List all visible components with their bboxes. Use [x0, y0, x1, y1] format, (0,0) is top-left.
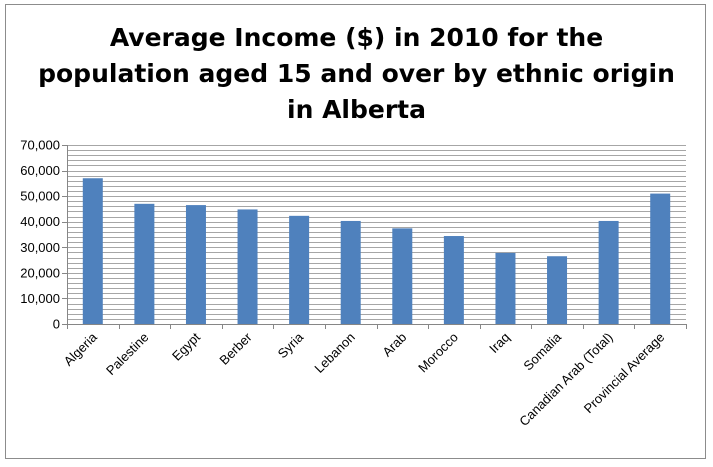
bar-morocco: [443, 236, 464, 324]
y-tick-label: 70,000: [20, 138, 60, 153]
x-tick-label: Algeria: [61, 329, 101, 369]
y-tick-label: 60,000: [20, 163, 60, 178]
bars: [82, 178, 671, 324]
y-tick-label: 20,000: [20, 265, 60, 280]
bar-canadian-arab-total: [598, 220, 619, 324]
x-tick-label: Arab: [379, 330, 409, 360]
bar-algeria: [82, 178, 103, 324]
chart-title-line-3: in Alberta: [287, 95, 426, 124]
x-tick-label: Canadian Arab (Total): [516, 330, 616, 430]
x-axis-tick-labels: Algeria Palestine Egypt Berber Syria Lebanon A…: [61, 329, 668, 429]
y-tick-label: 10,000: [20, 291, 60, 306]
y-tick-label: 50,000: [20, 189, 60, 204]
bar-arab: [392, 228, 413, 324]
chart-title-line-2: population aged 15 and over by ethnic or…: [38, 59, 675, 88]
x-tick-label: Lebanon: [311, 330, 357, 376]
bar-berber: [237, 209, 258, 324]
y-tick-label: 40,000: [20, 214, 60, 229]
bar-iraq: [495, 252, 516, 324]
bar-lebanon: [340, 220, 361, 324]
x-tick-label: Morocco: [415, 330, 461, 376]
y-tick-label: 30,000: [20, 240, 60, 255]
bar-provincial-average: [650, 193, 671, 324]
x-tick-label: Somalia: [520, 329, 564, 373]
bar-syria: [289, 215, 310, 324]
x-tick-label: Egypt: [169, 329, 203, 363]
y-tick-label: 0: [53, 317, 60, 332]
bar-palestine: [134, 203, 155, 324]
axes: [62, 145, 687, 329]
x-tick-label: Syria: [275, 329, 307, 361]
chart-title-line-1: Average Income ($) in 2010 for the: [109, 23, 604, 52]
x-tick-label: Berber: [216, 329, 255, 368]
y-axis-tick-labels: 0 10,000 20,000 30,000 40,000 50,000 60,000 70,…: [20, 138, 60, 332]
gridlines: [67, 145, 686, 320]
bar-egypt: [185, 205, 206, 324]
x-tick-label: Palestine: [103, 330, 151, 378]
bar-somalia: [547, 256, 568, 324]
chart-title: Average Income ($) in 2010 for the popul…: [0, 20, 713, 128]
x-tick-label: Iraq: [486, 330, 512, 356]
